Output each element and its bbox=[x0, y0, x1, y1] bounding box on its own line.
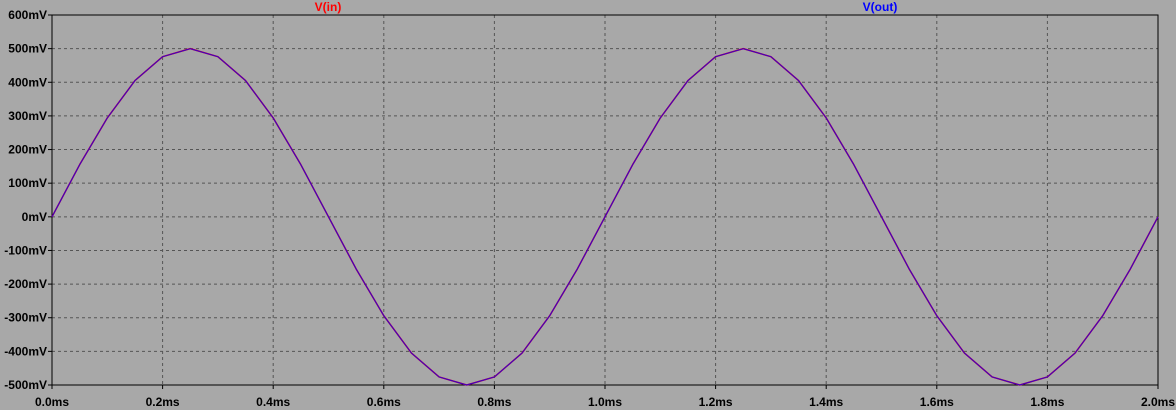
legend-label-vout: V(out) bbox=[863, 0, 898, 14]
x-tick-label: 1.4ms bbox=[809, 395, 843, 409]
x-tick-label: 2.0ms bbox=[1141, 395, 1175, 409]
x-tick-label: 1.6ms bbox=[920, 395, 954, 409]
y-tick-label: 300mV bbox=[8, 109, 47, 123]
x-tick-label: 1.2ms bbox=[699, 395, 733, 409]
y-tick-label: -200mV bbox=[4, 277, 47, 291]
legend: V(in) V(out) bbox=[315, 0, 898, 14]
x-tick-label: 0.8ms bbox=[477, 395, 511, 409]
x-tick-label: 0.0ms bbox=[35, 395, 69, 409]
y-tick-label: 100mV bbox=[8, 176, 47, 190]
y-tick-label: 400mV bbox=[8, 75, 47, 89]
series-line-v-out bbox=[51, 48, 1159, 386]
x-tick-label: 0.4ms bbox=[256, 395, 290, 409]
y-tick-label: 500mV bbox=[8, 42, 47, 56]
x-tick-label: 1.0ms bbox=[588, 395, 622, 409]
axis-ticks bbox=[48, 14, 1159, 389]
series-lines bbox=[51, 47, 1159, 386]
y-tick-label: -500mV bbox=[4, 378, 47, 392]
x-tick-label: 0.6ms bbox=[367, 395, 401, 409]
y-tick-label: 0mV bbox=[22, 210, 47, 224]
x-tick-label: 0.2ms bbox=[146, 395, 180, 409]
tick-labels: 0.0ms 0.2ms 0.4ms 0.6ms 0.8ms 1.0ms 1.2ms 1.4ms… bbox=[4, 8, 1175, 409]
y-tick-label: -300mV bbox=[4, 311, 47, 325]
y-tick-label: -100mV bbox=[4, 243, 47, 257]
y-tick-label: 600mV bbox=[8, 8, 47, 22]
y-tick-label: -400mV bbox=[4, 344, 47, 358]
legend-label-vin: V(in) bbox=[315, 0, 342, 14]
y-tick-label: 200mV bbox=[8, 143, 47, 157]
x-tick-label: 1.8ms bbox=[1030, 395, 1064, 409]
